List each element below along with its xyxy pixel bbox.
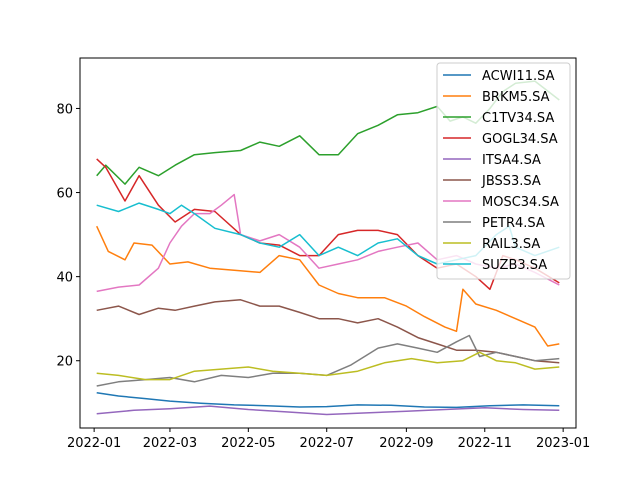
- y-tick-label: 60: [56, 187, 73, 202]
- legend-label: ACWI11.SA: [482, 69, 555, 84]
- axes-frame: [79, 57, 577, 429]
- y-tick-label: 20: [56, 355, 73, 370]
- legend-label: C1TV34.SA: [482, 111, 554, 126]
- x-tick-label: 2022-03: [143, 436, 197, 451]
- x-tick-label: 2022-09: [379, 436, 433, 451]
- legend-label: PETR4.SA: [482, 216, 545, 231]
- series-line-gogl34-sa: [96, 158, 560, 291]
- x-tick-label: 2023-01: [536, 436, 590, 451]
- series-line-petr4-sa: [96, 334, 560, 387]
- series-line-itsa4-sa: [96, 405, 560, 416]
- legend-label: BRKM5.SA: [482, 90, 550, 105]
- axis-ticks: 2022-01 2022-03 2022-05 2022-07 2022-09 2022-…: [56, 102, 590, 451]
- series-line-rail3-sa: [96, 351, 560, 381]
- series-line-jbss3-sa: [96, 299, 560, 364]
- y-tick-label: 40: [56, 271, 73, 286]
- legend-label: SUZB3.SA: [482, 258, 547, 273]
- legend-label: RAIL3.SA: [482, 237, 540, 252]
- x-tick-label: 2022-07: [300, 436, 354, 451]
- x-tick-label: 2022-11: [458, 436, 512, 451]
- legend: ACWI11.SA BRKM5.SA C1TV34.SA GOGL34.SA ITSA4…: [436, 62, 571, 280]
- legend-label: JBSS3.SA: [481, 174, 541, 189]
- legend-label: ITSA4.SA: [482, 153, 541, 168]
- series-line-brkm5-sa: [96, 225, 560, 347]
- series-line-acwi11-sa: [96, 391, 560, 409]
- y-tick-label: 80: [56, 102, 73, 117]
- legend-label: GOGL34.SA: [482, 132, 558, 147]
- legend-label: MOSC34.SA: [482, 195, 559, 210]
- x-tick-label: 2022-05: [221, 436, 275, 451]
- x-tick-label: 2022-01: [67, 436, 121, 451]
